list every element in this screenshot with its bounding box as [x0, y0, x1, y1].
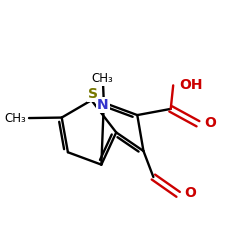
- Text: CH₃: CH₃: [92, 72, 114, 85]
- Text: O: O: [204, 116, 216, 130]
- Text: OH: OH: [180, 78, 203, 92]
- Text: S: S: [88, 87, 98, 101]
- Text: O: O: [184, 186, 196, 200]
- Text: N: N: [97, 98, 108, 112]
- Text: CH₃: CH₃: [5, 112, 26, 124]
